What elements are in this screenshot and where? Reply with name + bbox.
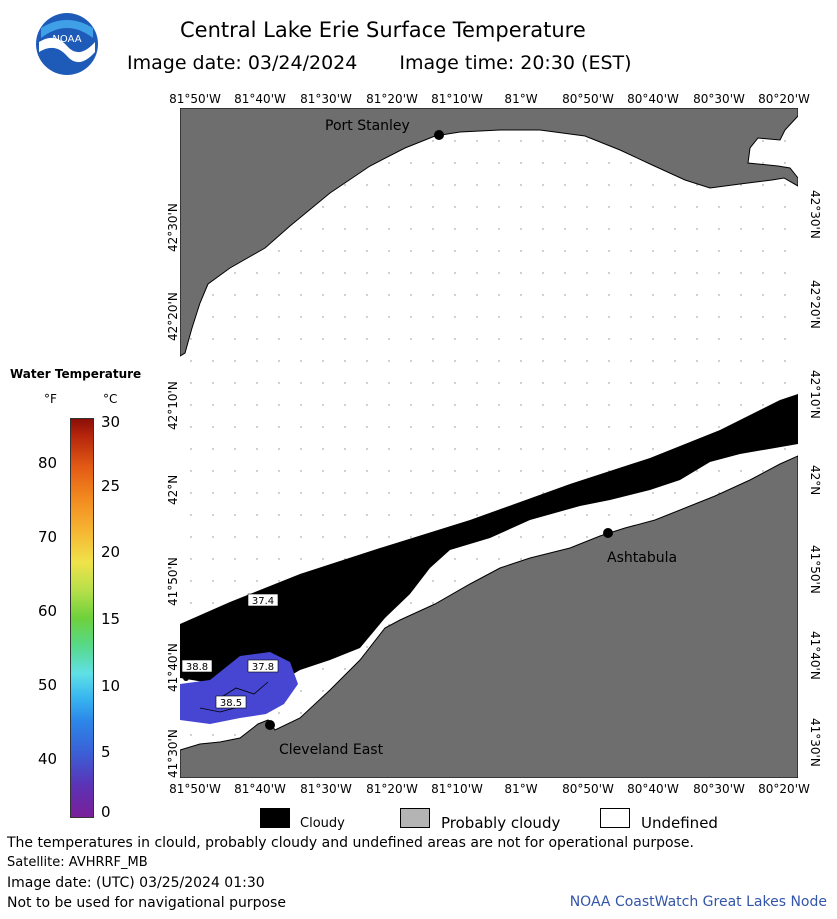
lat-label: 42°N: [808, 465, 822, 496]
svg-text:38.5: 38.5: [220, 698, 242, 709]
lon-label: 81°30'W: [300, 782, 352, 796]
lat-label: 42°10'N: [166, 381, 180, 430]
c-tick: 10: [101, 677, 121, 695]
f-tick: 40: [38, 750, 58, 768]
lon-label: 80°20'W: [758, 92, 810, 106]
c-tick: 5: [101, 743, 111, 761]
image-time: Image time: 20:30 (EST): [399, 52, 632, 74]
lon-label: 81°50'W: [169, 92, 221, 106]
operational-note: The temperatures in clould, probably clo…: [7, 835, 694, 851]
undefined-label: Undefined: [641, 814, 718, 832]
isotherm-line: [219, 681, 269, 699]
f-tick: 80: [38, 454, 58, 472]
f-tick: 60: [38, 602, 58, 620]
map-title: Central Lake Erie Surface Temperature: [180, 18, 586, 42]
port-stanley-label: Port Stanley: [325, 118, 410, 134]
port-stanley-marker: [434, 130, 444, 140]
unit-fahrenheit: °F: [44, 392, 57, 406]
land-north: [180, 108, 798, 357]
lon-label: 81°30'W: [300, 92, 352, 106]
lat-label: 41°50'N: [166, 557, 180, 606]
lon-label: 81°W: [504, 92, 538, 106]
c-tick: 15: [101, 610, 121, 628]
lake-map: Port Stanley Ashtabula Cleveland East 37…: [180, 108, 798, 778]
lat-label: 42°20'N: [166, 292, 180, 341]
c-tick: 20: [101, 543, 121, 561]
lat-label: 41°50'N: [808, 545, 822, 594]
lon-label: 80°40'W: [627, 92, 679, 106]
lon-label: 80°50'W: [562, 782, 614, 796]
cleveland-east-label: Cleveland East: [279, 742, 384, 758]
temp-value-label: 37.4: [247, 593, 279, 607]
satellite-info: Satellite: AVHRRF_MB: [7, 855, 148, 870]
c-tick: 30: [101, 413, 121, 431]
utc-date: Image date: (UTC) 03/25/2024 01:30: [7, 875, 265, 891]
credit-line: NOAA CoastWatch Great Lakes Node: [569, 894, 827, 910]
svg-text:37.8: 37.8: [252, 662, 274, 673]
lon-label: 81°20'W: [366, 782, 418, 796]
lon-label: 81°10'W: [431, 92, 483, 106]
undefined-swatch: [600, 808, 630, 828]
lon-label: 80°30'W: [693, 782, 745, 796]
image-datetime: Image date: 03/24/2024 Image time: 20:30 …: [127, 52, 632, 74]
lat-label: 41°30'N: [808, 718, 822, 767]
temp-value-label: 37.8: [247, 659, 279, 673]
cloud-band: [180, 394, 798, 688]
lon-label: 81°40'W: [234, 782, 286, 796]
lon-label: 81°W: [504, 782, 538, 796]
temp-value-label: 38.8: [181, 659, 213, 673]
lat-label: 42°30'N: [808, 190, 822, 239]
cleveland-east-marker: [265, 720, 275, 730]
cloudy-swatch: [260, 808, 290, 828]
lon-label: 81°50'W: [169, 782, 221, 796]
svg-text:38.8: 38.8: [186, 662, 208, 673]
f-tick: 50: [38, 676, 58, 694]
lat-label: 42°10'N: [808, 370, 822, 419]
lat-label: 41°30'N: [166, 729, 180, 778]
probably-cloudy-swatch: [400, 808, 430, 828]
svg-text:37.4: 37.4: [252, 596, 274, 607]
lon-label: 81°40'W: [234, 92, 286, 106]
lat-label: 42°20'N: [808, 280, 822, 329]
f-tick: 70: [38, 528, 58, 546]
color-scale-bar: [70, 418, 94, 818]
c-tick: 25: [101, 477, 121, 495]
unit-celsius: °C: [103, 392, 118, 406]
ashtabula-marker: [603, 528, 613, 538]
lat-label: 42°N: [166, 474, 180, 505]
navigation-note: Not to be used for navigational purpose: [7, 895, 286, 911]
lon-label: 80°40'W: [627, 782, 679, 796]
lon-label: 80°50'W: [562, 92, 614, 106]
lat-label: 41°40'N: [808, 631, 822, 680]
lat-label: 42°30'N: [166, 203, 180, 252]
lon-label: 81°10'W: [431, 782, 483, 796]
image-date: Image date: 03/24/2024: [127, 52, 358, 74]
lon-label: 80°30'W: [693, 92, 745, 106]
station-marker: [183, 675, 189, 681]
probably-cloudy-label: Probably cloudy: [441, 814, 561, 832]
lon-label: 81°20'W: [366, 92, 418, 106]
legend-title: Water Temperature: [10, 367, 142, 381]
cloudy-label: Cloudy: [300, 816, 345, 831]
noaa-logo: NOAA: [36, 13, 98, 75]
c-tick: 0: [101, 803, 111, 821]
noaa-logo-text: NOAA: [52, 34, 81, 45]
ashtabula-label: Ashtabula: [607, 550, 677, 566]
temp-value-label: 38.5: [215, 695, 247, 709]
land-south: [180, 455, 798, 778]
lon-label: 80°20'W: [758, 782, 810, 796]
lat-label: 41°40'N: [166, 643, 180, 692]
